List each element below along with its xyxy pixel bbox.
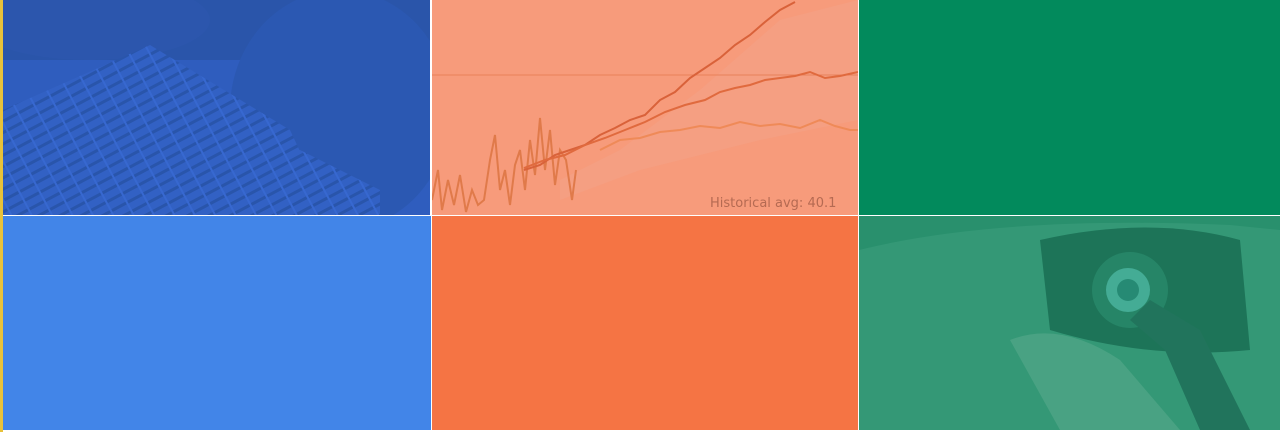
chart-preview: Historical avg: 40.1: [432, 0, 858, 215]
tile-blue: [3, 216, 431, 430]
tile-orange: [432, 216, 858, 430]
chart-caption: Historical avg: 40.1: [710, 196, 836, 211]
ev-charger-image: [859, 216, 1280, 430]
edge-accent: [0, 0, 3, 432]
solar-image: [3, 0, 430, 215]
tile-green: [859, 0, 1280, 215]
